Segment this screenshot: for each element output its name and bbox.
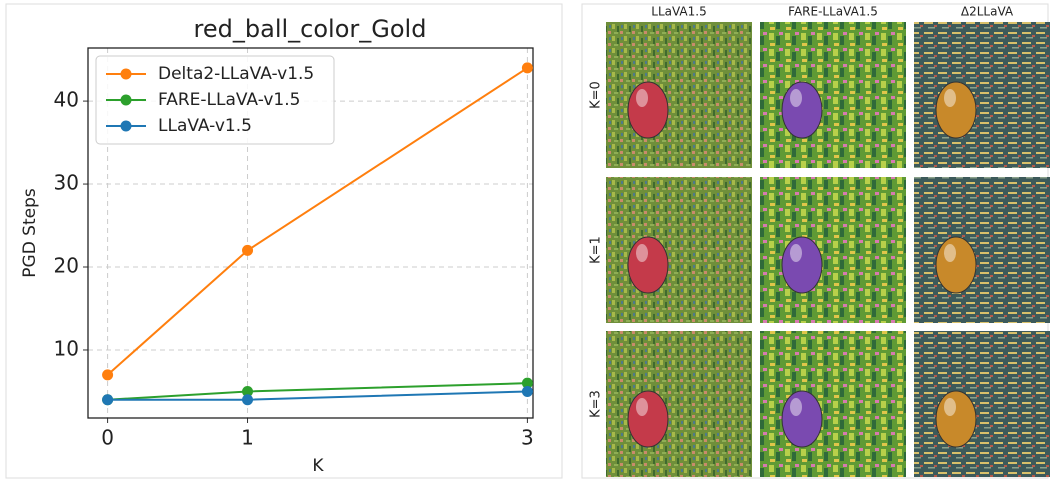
ball-highlight	[790, 244, 802, 262]
image-cell	[760, 22, 906, 168]
ball-highlight	[944, 89, 956, 107]
ball-highlight	[636, 398, 648, 416]
legend-marker	[121, 121, 132, 132]
ball	[782, 237, 822, 293]
y-tick-label: 40	[54, 88, 79, 112]
x-tick-label: 3	[521, 426, 534, 450]
x-tick-label: 1	[241, 426, 254, 450]
ball	[628, 82, 668, 138]
ball	[628, 237, 668, 293]
data-point	[522, 386, 533, 397]
legend-marker	[121, 69, 132, 80]
y-tick-label: 10	[54, 336, 79, 360]
ball	[936, 82, 976, 138]
row-label: K=3	[589, 390, 604, 418]
y-tick-label: 20	[54, 254, 79, 278]
legend-marker	[121, 95, 132, 106]
column-header: FARE-LLaVA1.5	[788, 5, 878, 19]
data-point	[522, 62, 533, 73]
ball	[628, 391, 668, 447]
image-cell	[760, 177, 906, 323]
ball-highlight	[636, 244, 648, 262]
ball-highlight	[944, 244, 956, 262]
image-cell	[606, 331, 752, 477]
data-point	[102, 369, 113, 380]
x-tick-label: 0	[101, 426, 114, 450]
legend-label: LLaVA-v1.5	[158, 116, 252, 136]
ball	[782, 82, 822, 138]
row-label: K=0	[589, 81, 604, 109]
data-point	[102, 394, 113, 405]
ball-highlight	[790, 398, 802, 416]
image-cell	[760, 331, 906, 477]
column-header: Δ2LLaVA	[961, 5, 1014, 19]
legend-label: Delta2-LLaVA-v1.5	[158, 64, 314, 84]
data-point	[242, 245, 253, 256]
ball-highlight	[944, 398, 956, 416]
ball-highlight	[790, 89, 802, 107]
image-cell	[914, 22, 1050, 168]
ball	[782, 391, 822, 447]
x-axis-label: K	[312, 456, 324, 476]
y-axis-label: PGD Steps	[20, 188, 40, 278]
column-header: LLaVA1.5	[651, 5, 706, 19]
image-cell	[914, 177, 1050, 323]
ball	[936, 391, 976, 447]
image-cell	[606, 22, 752, 168]
chart-title: red_ball_color_Gold	[194, 15, 427, 43]
row-label: K=1	[589, 236, 604, 264]
data-point	[242, 394, 253, 405]
image-cell	[914, 331, 1050, 477]
ball-highlight	[636, 89, 648, 107]
ball	[936, 237, 976, 293]
image-cell	[606, 177, 752, 323]
y-tick-label: 30	[54, 171, 79, 195]
image-grid: LLaVA1.5 FARE-LLaVA1.5 Δ2LLaVA K=0 K=1 K=3	[589, 5, 1050, 478]
legend-label: FARE-LLaVA-v1.5	[158, 90, 300, 110]
